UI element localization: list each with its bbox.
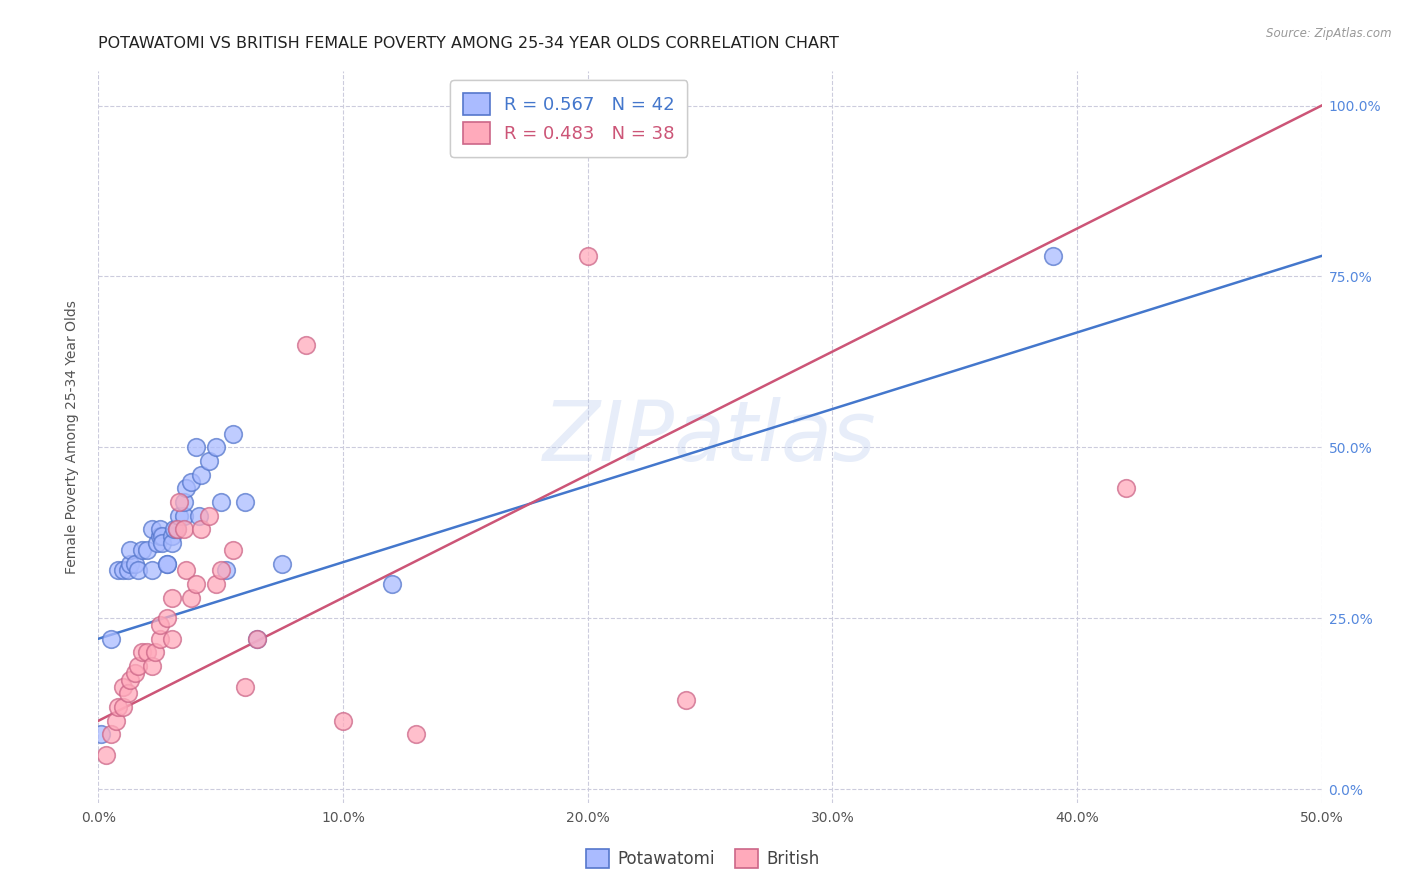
Point	[270, 557, 294, 571]
Point	[166, 522, 188, 536]
Point	[120, 673, 142, 687]
Point	[124, 665, 146, 680]
Point	[150, 536, 173, 550]
Point	[675, 693, 697, 707]
Point	[117, 563, 139, 577]
Point	[222, 542, 245, 557]
Point	[120, 542, 142, 557]
Point	[205, 440, 228, 454]
Point	[187, 508, 209, 523]
Point	[117, 686, 139, 700]
Point	[156, 557, 179, 571]
Point	[405, 727, 427, 741]
Point	[167, 508, 190, 523]
Point	[90, 727, 112, 741]
Point	[173, 495, 195, 509]
Point	[205, 577, 228, 591]
Text: ZIPatlas: ZIPatlas	[543, 397, 877, 477]
Point	[222, 426, 245, 441]
Point	[166, 522, 188, 536]
Point	[186, 440, 208, 454]
Point	[136, 645, 159, 659]
Point	[104, 714, 127, 728]
Point	[127, 659, 149, 673]
Point	[156, 611, 179, 625]
Point	[1042, 249, 1064, 263]
Point	[100, 727, 122, 741]
Point	[107, 563, 129, 577]
Point	[160, 529, 183, 543]
Point	[131, 645, 153, 659]
Point	[156, 557, 179, 571]
Text: POTAWATOMI VS BRITISH FEMALE POVERTY AMONG 25-34 YEAR OLDS CORRELATION CHART: POTAWATOMI VS BRITISH FEMALE POVERTY AMO…	[98, 36, 839, 51]
Point	[127, 563, 149, 577]
Point	[111, 700, 134, 714]
Point	[180, 475, 202, 489]
Point	[190, 522, 212, 536]
Point	[120, 557, 142, 571]
Point	[209, 495, 232, 509]
Point	[107, 700, 129, 714]
Point	[190, 467, 212, 482]
Point	[124, 557, 146, 571]
Point	[332, 714, 354, 728]
Point	[167, 495, 190, 509]
Point	[141, 563, 163, 577]
Y-axis label: Female Poverty Among 25-34 Year Olds: Female Poverty Among 25-34 Year Olds	[65, 300, 79, 574]
Point	[150, 529, 173, 543]
Point	[381, 577, 404, 591]
Point	[173, 522, 195, 536]
Point	[246, 632, 269, 646]
Point	[295, 338, 318, 352]
Point	[197, 454, 219, 468]
Point	[111, 680, 134, 694]
Point	[197, 508, 219, 523]
Point	[149, 632, 172, 646]
Point	[149, 618, 172, 632]
Point	[176, 563, 198, 577]
Point	[209, 563, 232, 577]
Point	[163, 522, 186, 536]
Point	[94, 747, 117, 762]
Point	[160, 591, 183, 605]
Point	[149, 522, 172, 536]
Point	[160, 632, 183, 646]
Point	[136, 542, 159, 557]
Point	[214, 563, 236, 577]
Legend: Potawatomi, British: Potawatomi, British	[579, 842, 827, 875]
Point	[141, 659, 163, 673]
Point	[1115, 481, 1137, 495]
Point	[146, 536, 169, 550]
Point	[131, 542, 153, 557]
Legend: R = 0.567   N = 42, R = 0.483   N = 38: R = 0.567 N = 42, R = 0.483 N = 38	[450, 80, 688, 157]
Point	[176, 481, 198, 495]
Point	[100, 632, 122, 646]
Point	[180, 591, 202, 605]
Point	[246, 632, 269, 646]
Point	[143, 645, 166, 659]
Point	[233, 680, 256, 694]
Point	[141, 522, 163, 536]
Point	[233, 495, 256, 509]
Text: Source: ZipAtlas.com: Source: ZipAtlas.com	[1267, 27, 1392, 40]
Point	[576, 249, 599, 263]
Point	[149, 529, 172, 543]
Point	[173, 508, 195, 523]
Point	[186, 577, 208, 591]
Point	[160, 536, 183, 550]
Point	[111, 563, 134, 577]
